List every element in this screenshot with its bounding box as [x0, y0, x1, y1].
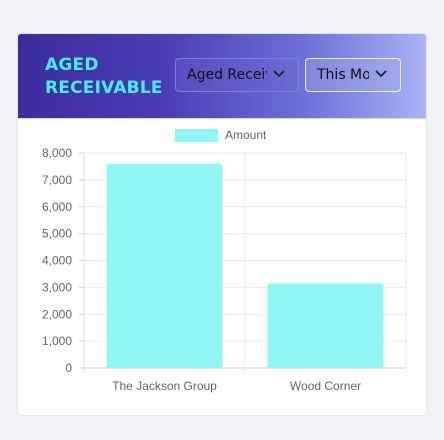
y-tick-label: 0 [65, 361, 72, 375]
chevron-down-icon [375, 70, 387, 78]
y-tick-label: 4,000 [42, 254, 72, 268]
aged-receivable-card: AGED RECEIVABLE Aged Receivable This Mon… [17, 33, 427, 416]
chevron-down-icon [273, 70, 285, 78]
y-tick-label: 6,000 [42, 200, 72, 214]
legend-label: Amount [225, 128, 267, 142]
y-tick-label: 7,000 [42, 173, 72, 187]
card-header: AGED RECEIVABLE Aged Receivable This Mon… [18, 34, 426, 119]
page-top-band [0, 0, 444, 18]
y-tick-label: 8,000 [42, 146, 72, 160]
y-tick-label: 5,000 [42, 227, 72, 241]
chart-area: Amount 0 1,000 2,000 3,000 4,000 5,000 6,000 7,0… [18, 119, 426, 415]
x-tick-label: Wood Corner [290, 379, 361, 393]
bar-chart: Amount 0 1,000 2,000 3,000 4,000 5,000 6,000 7,0… [42, 128, 407, 393]
period-select-value: This Month [317, 67, 369, 83]
y-tick-label: 2,000 [42, 307, 72, 321]
y-tick-label: 1,000 [42, 334, 72, 348]
bar [106, 163, 223, 368]
period-select[interactable]: This Month [305, 58, 401, 92]
report-type-select-value: Aged Receivable [187, 67, 267, 83]
report-type-select[interactable]: Aged Receivable [175, 58, 299, 92]
bar [267, 283, 384, 368]
x-tick-label: The Jackson Group [112, 379, 217, 393]
card-title: AGED RECEIVABLE [45, 55, 163, 98]
y-tick-label: 3,000 [42, 280, 72, 294]
legend-swatch [175, 129, 218, 142]
